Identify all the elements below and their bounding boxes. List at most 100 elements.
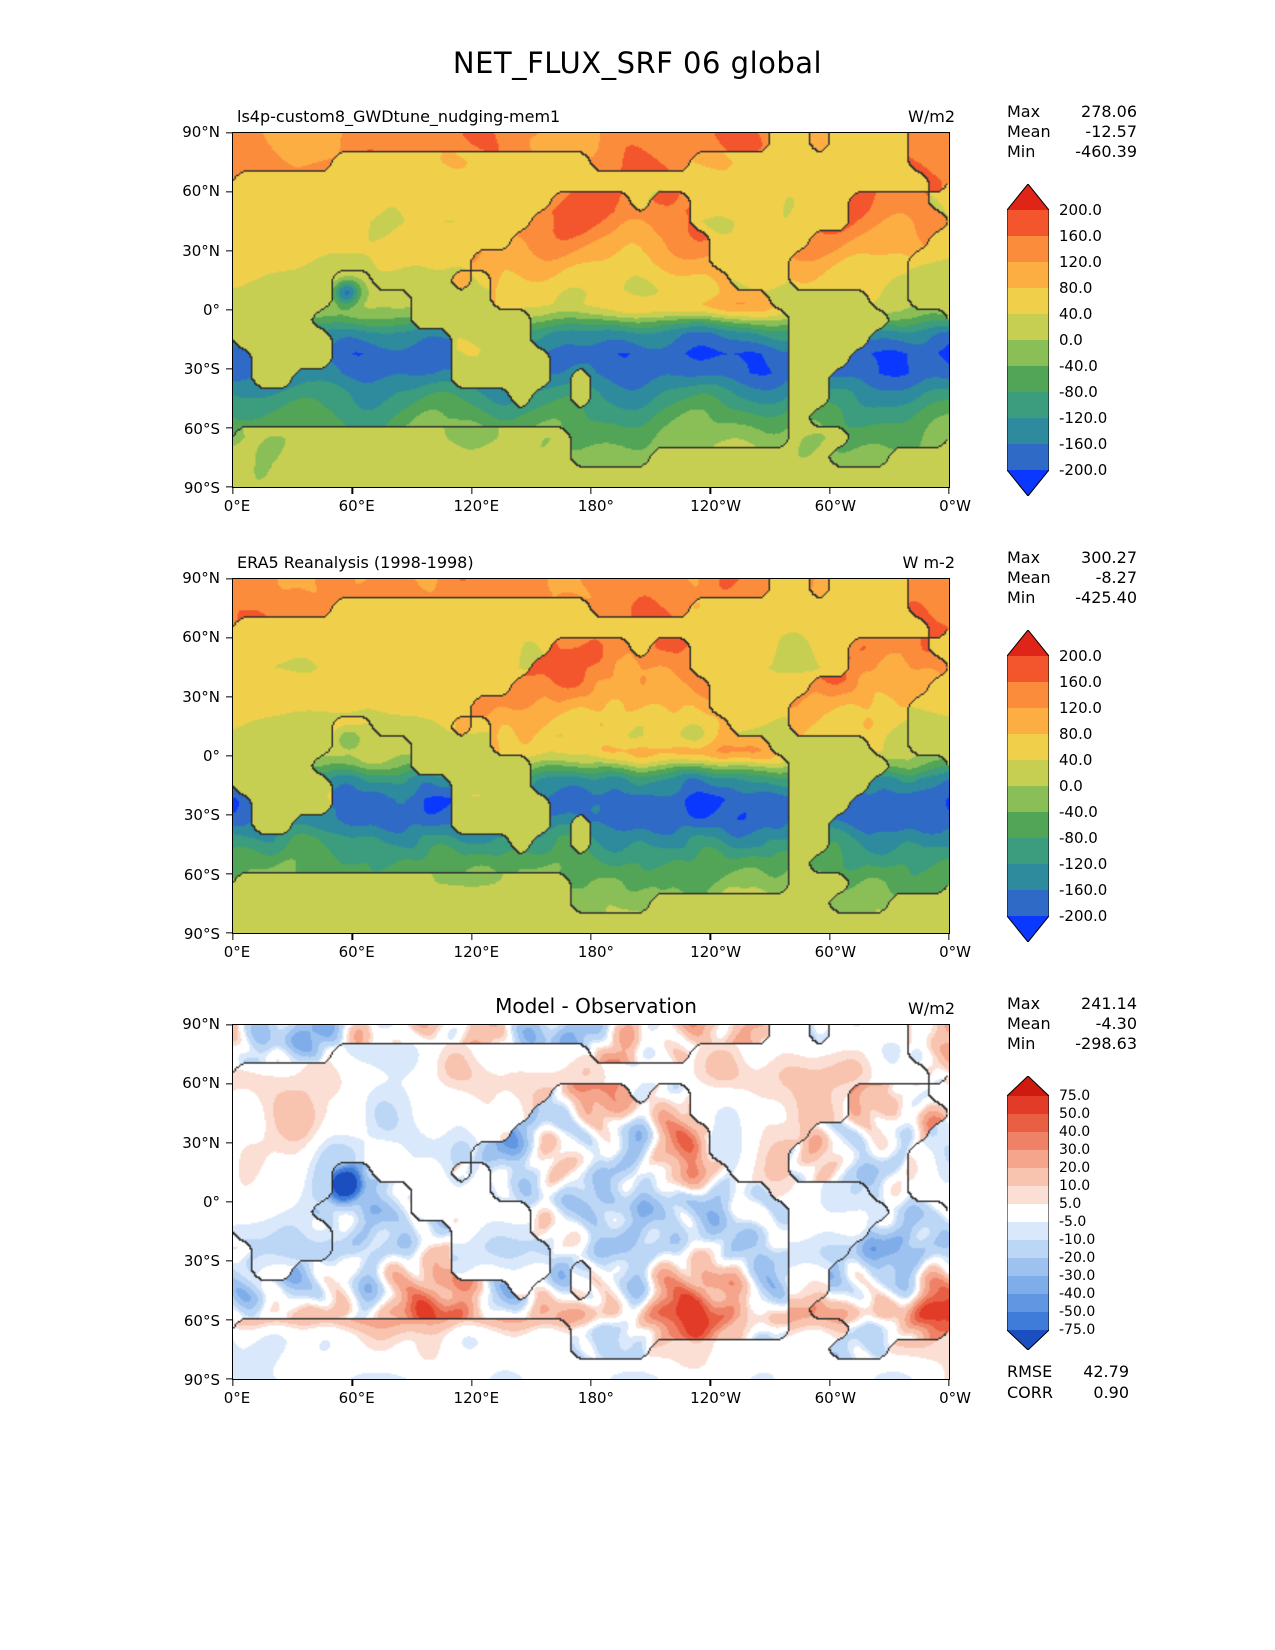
y-tick-mark xyxy=(226,427,232,429)
colorbar-tick-label: -200.0 xyxy=(1059,461,1108,479)
panel-model: ls4p-custom8_GWDtune_nudging-mem1 W/m2 9… xyxy=(168,102,1275,518)
x-tick-mark xyxy=(709,488,711,494)
y-tick-label: 90°S xyxy=(183,479,220,497)
colorbar-tick-label: -75.0 xyxy=(1059,1322,1096,1338)
y-tick-label: 60°S xyxy=(183,419,220,438)
colorbar-tick-label: 0.0 xyxy=(1059,777,1083,795)
colorbar-svg xyxy=(1006,183,1050,497)
colorbar-tick-label: -50.0 xyxy=(1059,1304,1096,1320)
y-axis-model: 90°N 60°N 30°N 0° 30°S 60°S 90°S xyxy=(168,123,232,497)
y-tick-label: 60°S xyxy=(183,1311,220,1330)
x-tick-mark xyxy=(829,1380,831,1386)
x-tick-label: 120°E xyxy=(453,943,500,961)
x-tick-mark xyxy=(471,934,473,940)
x-axis-reanalysis: 0°E 60°E 120°E 180° 120°W 60°W 0°W xyxy=(224,934,971,964)
colorbar-tick-label: -200.0 xyxy=(1059,907,1108,925)
colorbar-tick-label: -30.0 xyxy=(1059,1268,1096,1284)
colorbar-tick-label: 5.0 xyxy=(1059,1196,1082,1212)
stat-mean-value: -12.57 xyxy=(1085,122,1137,141)
y-tick-label: 30°S xyxy=(183,1252,220,1271)
y-tick-label: 60°N xyxy=(182,1074,220,1093)
corr-value: 0.90 xyxy=(1093,1382,1129,1402)
map-canvas-difference xyxy=(233,1025,949,1379)
y-tick-mark xyxy=(226,932,232,934)
colorbar-svg xyxy=(1006,1075,1050,1351)
x-tick-mark xyxy=(232,488,234,494)
y-tick-label: 0° xyxy=(202,747,220,765)
y-tick-label: 90°S xyxy=(183,1371,220,1389)
colorbar-difference: 75.0 50.0 40.0 30.0 20.0 10.0 5.0 -5.0 -10.0 -20.… xyxy=(1006,1075,1137,1351)
stat-max-label: Max xyxy=(1007,548,1041,567)
map-frame-difference xyxy=(226,1024,950,1386)
stat-min-label: Min xyxy=(1007,142,1036,161)
stats-block-difference: Max 241.14 Mean -4.30 Min -298.63 xyxy=(1007,994,1207,1054)
colorbar-tick-label: -40.0 xyxy=(1059,803,1098,821)
panel-reanalysis: ERA5 Reanalysis (1998-1998) W m-2 90°N 60… xyxy=(168,548,1275,964)
x-tick-mark xyxy=(948,1380,950,1386)
y-tick-mark xyxy=(226,1083,232,1085)
colorbar-tick-label: 200.0 xyxy=(1059,201,1102,219)
y-tick-label: 30°N xyxy=(182,1133,220,1152)
y-tick-mark xyxy=(226,250,232,252)
panel-difference-header: Model - Observation W/m2 xyxy=(237,994,955,1020)
colorbar-tick-label: 30.0 xyxy=(1059,1142,1091,1158)
x-tick-mark xyxy=(590,934,592,940)
x-tick-mark xyxy=(709,1380,711,1386)
colorbar-tick-label: -160.0 xyxy=(1059,435,1108,453)
y-tick-mark xyxy=(226,1378,232,1380)
x-tick-mark xyxy=(351,934,353,940)
map-frame-model xyxy=(226,132,950,494)
colorbar-tick-label: 40.0 xyxy=(1059,1124,1091,1140)
colorbar-svg xyxy=(1006,629,1050,943)
y-tick-label: 90°S xyxy=(183,925,220,943)
x-tick-label: 120°W xyxy=(690,497,742,515)
x-tick-label: 0°W xyxy=(939,1389,971,1407)
y-tick-label: 90°N xyxy=(182,1015,220,1033)
panel-model-subtitle: ls4p-custom8_GWDtune_nudging-mem1 xyxy=(237,107,561,126)
stat-min-value: -460.39 xyxy=(1075,142,1137,161)
corr-label: CORR xyxy=(1007,1382,1053,1402)
x-tick-label: 180° xyxy=(577,1389,615,1407)
y-tick-label: 90°N xyxy=(182,123,220,141)
stat-max-value: 278.06 xyxy=(1081,102,1137,121)
colorbar-tick-label: -20.0 xyxy=(1059,1250,1096,1266)
colorbar-tick-label: -160.0 xyxy=(1059,881,1108,899)
metrics-block: RMSE 42.79 CORR 0.90 xyxy=(1007,1362,1207,1404)
colorbar-tick-label: 160.0 xyxy=(1059,227,1102,245)
colorbar-tick-label: 0.0 xyxy=(1059,331,1083,349)
y-tick-label: 0° xyxy=(202,1193,220,1211)
y-tick-mark xyxy=(226,309,232,311)
x-axis-difference: 0°E 60°E 120°E 180° 120°W 60°W 0°W xyxy=(224,1380,971,1410)
x-tick-mark xyxy=(590,1380,592,1386)
colorbar-tick-label: 50.0 xyxy=(1059,1106,1091,1122)
panel-reanalysis-units: W m-2 xyxy=(902,553,955,572)
panel-difference-units: W/m2 xyxy=(908,999,955,1018)
panel-reanalysis-header: ERA5 Reanalysis (1998-1998) W m-2 xyxy=(237,548,955,574)
colorbar-tick-label: 10.0 xyxy=(1059,1178,1091,1194)
panel-reanalysis-subtitle: ERA5 Reanalysis (1998-1998) xyxy=(237,553,474,572)
y-tick-label: 30°N xyxy=(182,687,220,706)
x-tick-mark xyxy=(471,1380,473,1386)
side-column-reanalysis: Max 300.27 Mean -8.27 Min -425.40 200.0 1… xyxy=(1006,548,1207,943)
stat-mean-value: -4.30 xyxy=(1095,1014,1137,1033)
x-tick-label: 60°E xyxy=(338,497,375,515)
y-axis-reanalysis: 90°N 60°N 30°N 0° 30°S 60°S 90°S xyxy=(168,569,232,943)
x-tick-mark xyxy=(948,488,950,494)
colorbar-tick-label: 40.0 xyxy=(1059,751,1093,769)
x-tick-label: 180° xyxy=(577,497,615,515)
y-axis-difference: 90°N 60°N 30°N 0° 30°S 60°S 90°S xyxy=(168,1015,232,1389)
x-tick-label: 120°W xyxy=(690,943,742,961)
y-tick-label: 30°N xyxy=(182,241,220,260)
y-tick-label: 0° xyxy=(202,301,220,319)
y-tick-mark xyxy=(226,696,232,698)
y-tick-mark xyxy=(226,814,232,816)
stat-min-value: -425.40 xyxy=(1075,588,1137,607)
x-tick-label: 60°E xyxy=(338,1389,375,1407)
stat-max-value: 300.27 xyxy=(1081,548,1137,567)
y-tick-mark xyxy=(226,1024,232,1026)
x-tick-mark xyxy=(232,1380,234,1386)
colorbar-reanalysis: 200.0 160.0 120.0 80.0 40.0 0.0 -40.0 -80.0 -120… xyxy=(1006,629,1137,943)
x-tick-label: 0°E xyxy=(223,1389,251,1407)
y-tick-mark xyxy=(226,873,232,875)
